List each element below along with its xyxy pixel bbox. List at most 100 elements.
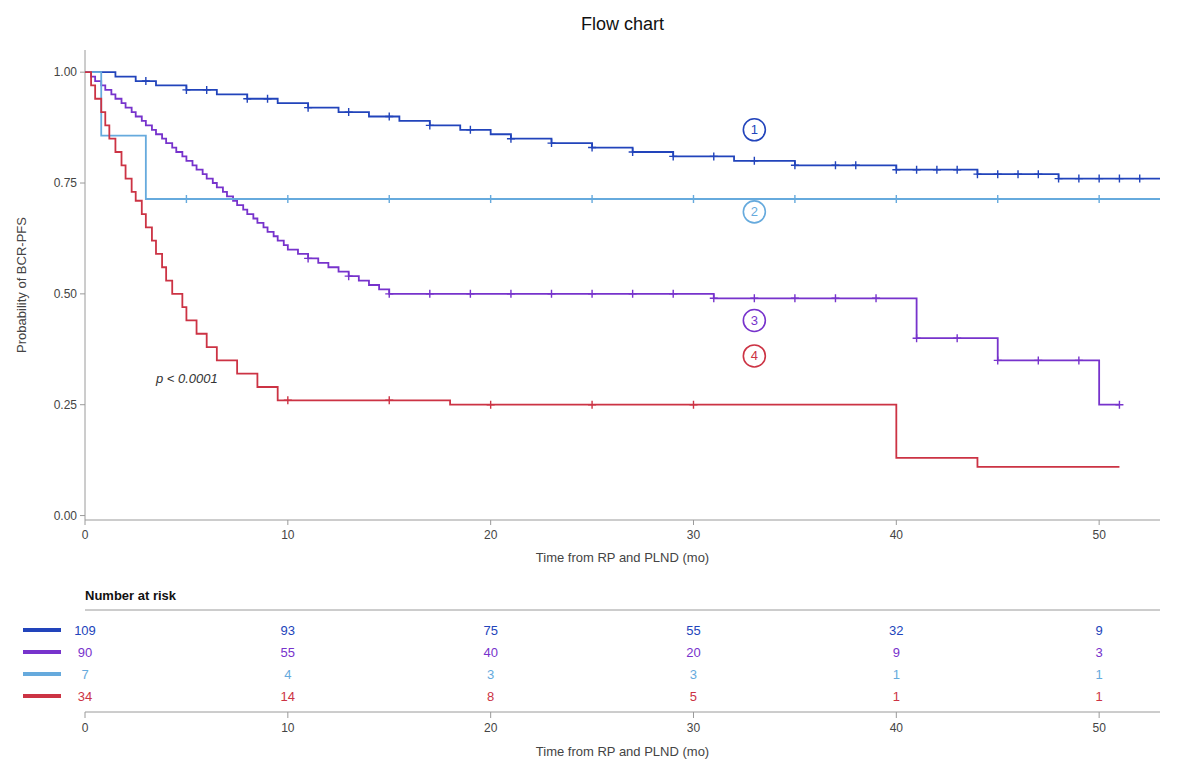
censor-mark [689, 195, 697, 203]
risk-tick-label: 20 [484, 721, 498, 735]
censor-mark [243, 95, 251, 103]
risk-count: 109 [74, 623, 96, 638]
censor-mark [466, 126, 474, 134]
risk-count: 20 [686, 645, 700, 660]
x-axis-line [85, 520, 1160, 521]
risk-row-swatch [23, 672, 61, 676]
censor-mark [588, 144, 596, 152]
censor-mark [385, 290, 393, 298]
censor-mark [304, 104, 312, 112]
risk-table-rule [85, 610, 1160, 611]
x-tick-label: 50 [1092, 528, 1106, 542]
censor-mark [750, 294, 758, 302]
censor-mark [669, 152, 677, 160]
title: Flow chart [581, 14, 664, 34]
y-axis-label: Probability of BCR-PFS [14, 217, 29, 353]
risk-count: 32 [889, 623, 903, 638]
censor-mark [304, 254, 312, 262]
censor-mark [345, 272, 353, 280]
x-tick [896, 520, 897, 525]
censor-mark [385, 195, 393, 203]
x-tick [693, 520, 694, 525]
x-tick [85, 520, 86, 525]
annotation-label: 4 [751, 348, 758, 363]
y-axis-line [85, 50, 86, 520]
censor-mark [385, 113, 393, 121]
x-tick [1099, 520, 1100, 525]
risk-tick-label: 40 [890, 721, 904, 735]
annotation-label: 2 [751, 204, 758, 219]
censor-mark [892, 166, 900, 174]
x-tick-label: 0 [82, 528, 89, 542]
y-tick [80, 293, 85, 294]
risk-count: 9 [893, 645, 900, 660]
censor-mark [953, 334, 961, 342]
risk-tick [693, 712, 694, 718]
annotation-circle [743, 119, 765, 141]
censor-mark [507, 290, 515, 298]
annotation-circle [743, 309, 765, 331]
risk-tick [1099, 712, 1100, 718]
risk-count: 1 [893, 667, 900, 682]
x-tick-label: 40 [890, 528, 904, 542]
censor-mark [750, 157, 758, 165]
censor-mark [284, 195, 292, 203]
censor-mark [953, 166, 961, 174]
censor-mark [1115, 401, 1123, 409]
censor-mark [426, 290, 434, 298]
risk-count: 3 [690, 667, 697, 682]
censor-mark [264, 95, 272, 103]
censor-mark [689, 401, 697, 409]
censor-mark [831, 161, 839, 169]
censor-mark [1095, 195, 1103, 203]
risk-count: 40 [483, 645, 497, 660]
censor-mark [345, 108, 353, 116]
x-tick [490, 520, 491, 525]
y-tick-label: 0.00 [54, 509, 78, 523]
survival-curve [85, 72, 1119, 467]
censor-mark [1075, 175, 1083, 183]
censor-mark [1115, 175, 1123, 183]
x-axis-label: Time from RP and PLND (mo) [536, 550, 709, 565]
risk-count: 3 [1096, 645, 1103, 660]
x-tick-label: 10 [281, 528, 295, 542]
risk-tick [85, 712, 86, 718]
risk-count: 9 [1096, 623, 1103, 638]
annotation-circle [743, 345, 765, 367]
censor-mark [466, 290, 474, 298]
censor-mark [994, 356, 1002, 364]
censor-mark [994, 170, 1002, 178]
risk-row-swatch [23, 628, 61, 632]
risk-count: 7 [81, 667, 88, 682]
risk-count: 5 [690, 689, 697, 704]
y-tick [80, 72, 85, 73]
y-tick-label: 0.50 [54, 287, 78, 301]
annotation-label: 3 [751, 313, 758, 328]
censor-mark [1055, 175, 1063, 183]
annotation-label: 1 [751, 122, 758, 137]
censor-mark [142, 77, 150, 85]
y-tick-label: 0.25 [54, 398, 78, 412]
risk-tick-label: 30 [687, 721, 701, 735]
censor-mark [487, 401, 495, 409]
censor-mark [507, 135, 515, 143]
risk-count: 75 [483, 623, 497, 638]
risk-count: 93 [281, 623, 295, 638]
risk-tick-label: 50 [1092, 721, 1106, 735]
censor-mark [973, 170, 981, 178]
risk-count: 1 [1096, 689, 1103, 704]
x-tick [287, 520, 288, 525]
survival-curve [85, 72, 1160, 199]
y-tick [80, 183, 85, 184]
annotation-circle [743, 201, 765, 223]
censor-mark [669, 290, 677, 298]
censor-mark [1034, 356, 1042, 364]
censor-mark [1014, 170, 1022, 178]
x-tick-label: 20 [484, 528, 498, 542]
censor-mark [852, 161, 860, 169]
survival-curve [85, 72, 1160, 178]
censor-mark [548, 139, 556, 147]
risk-count: 1 [1096, 667, 1103, 682]
risk-tick [896, 712, 897, 718]
censor-mark [913, 166, 921, 174]
